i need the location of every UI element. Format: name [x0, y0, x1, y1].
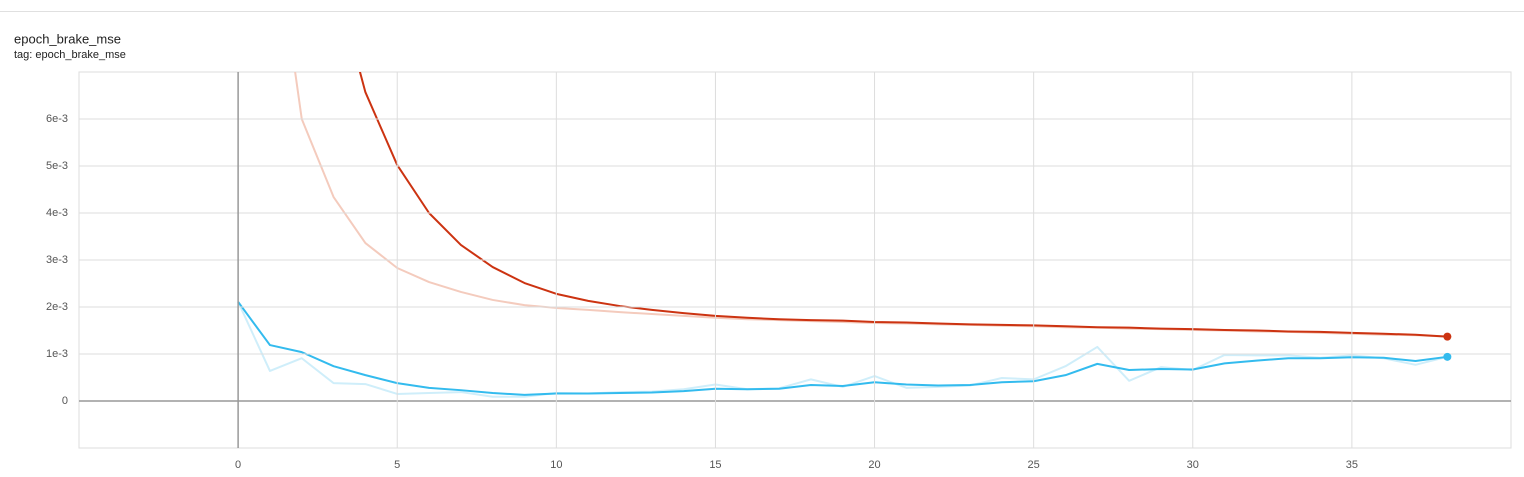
- end-marker: [1443, 352, 1452, 361]
- x-tick-label: 5: [394, 459, 400, 471]
- x-tick-label: 25: [1028, 459, 1040, 471]
- end-marker: [1443, 332, 1452, 341]
- series-line: [294, 72, 1448, 338]
- y-tick-label: 4e-3: [46, 207, 68, 219]
- x-tick-label: 15: [709, 459, 721, 471]
- y-tick-label: 0: [62, 395, 68, 407]
- y-tick-label: 2e-3: [46, 301, 68, 313]
- series-line: [237, 301, 1448, 398]
- chart-subtitle: tag: epoch_brake_mse: [14, 49, 126, 61]
- plot-area: [237, 72, 1448, 398]
- x-tick-label: 35: [1346, 459, 1358, 471]
- y-tick-label: 5e-3: [46, 160, 68, 172]
- y-tick-label: 6e-3: [46, 113, 68, 125]
- series-line: [358, 72, 1448, 338]
- x-tick-label: 10: [550, 459, 562, 471]
- x-tick-label: 20: [868, 459, 880, 471]
- chart-title: epoch_brake_mse: [14, 31, 121, 46]
- x-tick-label: 30: [1187, 459, 1199, 471]
- y-tick-label: 1e-3: [46, 348, 68, 360]
- x-tick-label: 0: [235, 459, 241, 471]
- series-line: [237, 301, 1448, 396]
- y-tick-label: 3e-3: [46, 254, 68, 266]
